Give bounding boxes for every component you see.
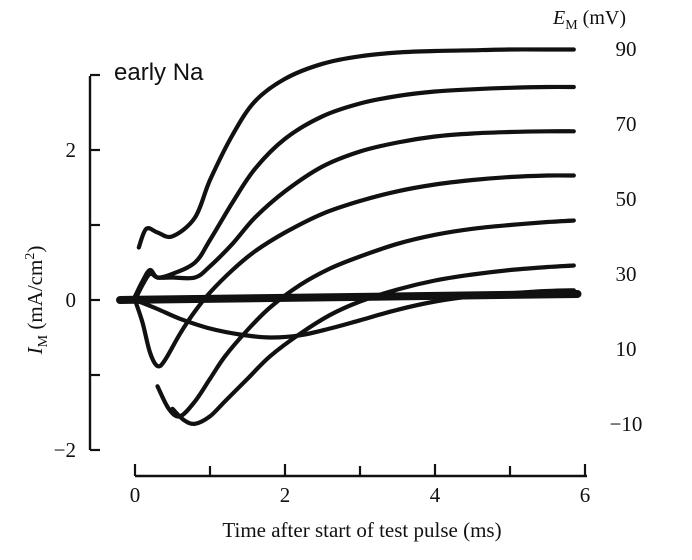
- series-label-4: 10: [616, 337, 637, 361]
- legend-title: EM (mV): [552, 7, 626, 33]
- series-label-3: 30: [616, 262, 637, 286]
- series-label-5: −10: [610, 412, 643, 436]
- x-ticks: 0 2 4 6: [130, 464, 591, 507]
- series-line-2: [132, 129, 576, 303]
- series-line-0: [136, 47, 576, 250]
- series-label-1: 70: [616, 112, 637, 136]
- baseline-trace: [116, 290, 582, 304]
- series-labels: 90 70 50 30 10 −10: [610, 37, 643, 436]
- y-tick-label-4: 2: [66, 138, 77, 162]
- series-label-2: 50: [616, 187, 637, 211]
- x-tick-label-1: 2: [280, 483, 291, 507]
- y-ticks: −2 0 2: [54, 73, 100, 462]
- series-line-3: [132, 173, 576, 369]
- series-line-1: [132, 84, 576, 299]
- y-tick-label-0: −2: [54, 438, 76, 462]
- x-tick-label-2: 4: [430, 483, 441, 507]
- series-line-4: [155, 218, 576, 419]
- y-tick-label-2: 0: [66, 288, 77, 312]
- series-group: [132, 47, 576, 427]
- x-tick-label-0: 0: [130, 483, 141, 507]
- annotation-early-na: early Na: [114, 59, 204, 86]
- x-tick-label-3: 6: [580, 483, 591, 507]
- x-axis-label: Time after start of test pulse (ms): [222, 518, 501, 542]
- y-axis-label: IM (mA/cm2): [23, 246, 51, 356]
- series-label-0: 90: [616, 37, 637, 61]
- series-line-5: [170, 263, 576, 427]
